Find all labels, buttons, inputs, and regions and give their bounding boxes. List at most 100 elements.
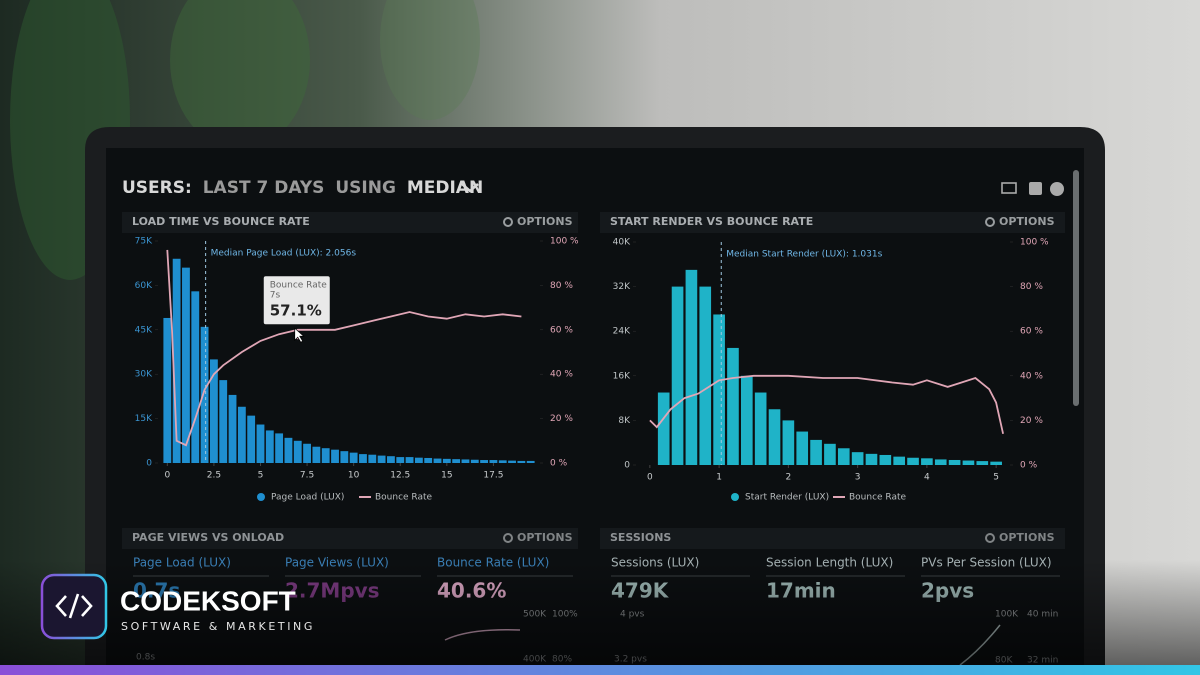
bar <box>796 431 809 465</box>
panel-title: PAGE VIEWS VS ONLOAD <box>132 531 284 544</box>
bar <box>321 448 330 463</box>
bar <box>414 457 423 463</box>
panel-title: SESSIONS <box>610 531 671 544</box>
y-tick-label: 40K <box>613 238 631 248</box>
y2-tick-label: 0 % <box>550 459 568 469</box>
bar <box>163 317 172 463</box>
bar <box>526 460 535 463</box>
share-icon[interactable] <box>1029 182 1042 195</box>
bar <box>442 458 451 463</box>
options-button[interactable]: OPTIONS <box>517 215 573 228</box>
bar <box>293 440 302 463</box>
median-label: Median Page Load (LUX): 2.056s <box>211 249 357 259</box>
gear-icon[interactable] <box>503 533 513 543</box>
bar <box>377 455 386 463</box>
bar <box>200 326 209 463</box>
panel-title: LOAD TIME VS BOUNCE RATE <box>132 215 310 228</box>
bar <box>837 448 850 465</box>
y2-tick-label: 100 % <box>550 237 579 247</box>
gear-icon[interactable] <box>985 533 995 543</box>
monitor-icon[interactable] <box>1001 182 1017 194</box>
y-tick-label: 0 <box>146 459 152 469</box>
bar <box>331 449 339 463</box>
panel-header <box>600 528 1065 549</box>
bar <box>893 456 906 465</box>
bar <box>340 451 349 463</box>
bar <box>182 267 190 463</box>
y2-tick-label: 80 % <box>1020 282 1043 292</box>
x-tick-label: 17.5 <box>483 471 503 481</box>
bar <box>172 258 181 463</box>
bar <box>396 457 405 463</box>
bar <box>671 286 684 465</box>
y2-tick-label: 0 % <box>1020 461 1038 471</box>
bar <box>461 459 470 463</box>
y2-tick-label: 100 % <box>1020 238 1049 248</box>
legend-swatch <box>731 493 739 501</box>
x-tick-label: 0 <box>647 473 653 483</box>
bar <box>480 460 489 463</box>
tooltip-title: Bounce Rate <box>270 281 328 291</box>
bar <box>359 454 367 463</box>
bottom-strip <box>0 665 1200 675</box>
bar <box>275 433 284 463</box>
x-tick-label: 10 <box>348 471 360 481</box>
x-tick-label: 1 <box>716 473 722 483</box>
options-button[interactable]: OPTIONS <box>999 531 1055 544</box>
legend-label[interactable]: Bounce Rate <box>375 493 433 503</box>
bar <box>810 439 822 465</box>
logo-name: CODEKSOFT <box>120 585 296 616</box>
line <box>166 249 522 447</box>
bar <box>824 443 836 465</box>
x-tick-label: 2 <box>786 473 792 483</box>
panel-header <box>600 212 1065 233</box>
help-icon[interactable] <box>1050 182 1064 196</box>
bar <box>727 347 739 465</box>
legend-label[interactable]: Page Load (LUX) <box>271 493 344 503</box>
bar <box>934 459 947 465</box>
title-part: USING <box>335 178 396 198</box>
bar <box>879 454 892 465</box>
options-button[interactable]: OPTIONS <box>999 215 1055 228</box>
bar <box>228 394 237 463</box>
bar <box>452 459 461 463</box>
bar <box>948 459 961 465</box>
cursor <box>294 327 305 343</box>
options-button[interactable]: OPTIONS <box>517 531 573 544</box>
line <box>649 374 1004 434</box>
y-tick-label: 15K <box>135 414 153 424</box>
tooltip-x: 7s <box>270 291 281 301</box>
bar <box>284 437 293 463</box>
y-tick-label: 60K <box>135 281 153 291</box>
y-tick-label: 0 <box>624 461 630 471</box>
gear-icon[interactable] <box>985 217 995 227</box>
bar <box>349 452 358 463</box>
x-tick-label: 4 <box>924 473 930 483</box>
legend-label[interactable]: Start Render (LUX) <box>745 493 829 503</box>
y-tick-label: 24K <box>613 327 631 337</box>
bar <box>508 460 516 463</box>
title-part: LAST 7 DAYS <box>203 178 325 198</box>
dropdown-icon[interactable] <box>461 183 479 193</box>
tooltip-box <box>263 276 330 325</box>
plant-blur <box>380 0 480 120</box>
panel-header <box>122 212 578 233</box>
bar <box>962 460 975 465</box>
title-part: USERS: <box>122 178 192 198</box>
x-tick-label: 2.5 <box>207 471 221 481</box>
bar <box>191 291 200 463</box>
bar <box>713 314 725 465</box>
x-tick-label: 12.5 <box>390 471 410 481</box>
gear-icon[interactable] <box>503 217 513 227</box>
bar <box>303 443 311 463</box>
tooltip-value: 57.1% <box>270 302 322 320</box>
y2-tick-label: 80 % <box>550 281 573 291</box>
y2-tick-label: 20 % <box>550 414 573 424</box>
bottom-shade <box>0 560 1200 665</box>
scrollbar[interactable] <box>1073 170 1079 406</box>
y2-tick-label: 40 % <box>550 370 573 380</box>
legend-label[interactable]: Bounce Rate <box>849 493 907 503</box>
bar <box>657 392 670 465</box>
bar <box>424 457 433 463</box>
